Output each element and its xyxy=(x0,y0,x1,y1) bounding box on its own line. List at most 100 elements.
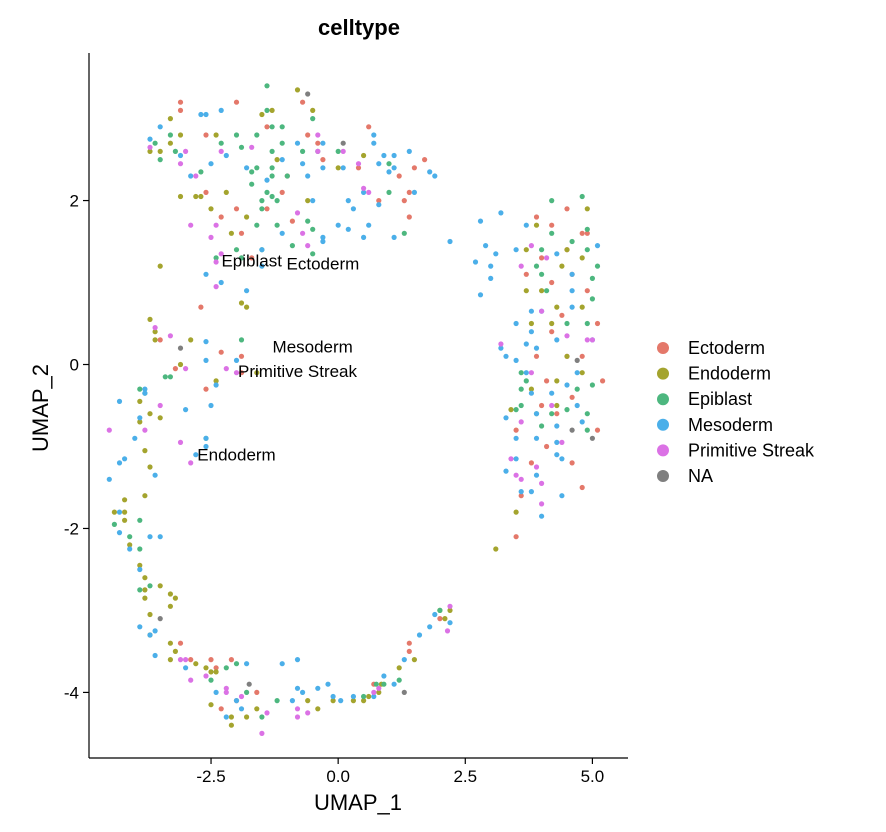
point-mesoderm-136 xyxy=(203,435,209,441)
point-mesoderm-130 xyxy=(116,398,123,404)
point-mesoderm-9 xyxy=(264,177,270,183)
cluster-label-mesoderm: Mesoderm xyxy=(273,338,353,357)
point-epiblast-80 xyxy=(584,226,590,232)
point-mesoderm-72 xyxy=(513,435,519,441)
point-endoderm-36 xyxy=(147,464,153,470)
point-primitive-streak-46 xyxy=(447,603,453,609)
point-endoderm-97 xyxy=(584,206,590,212)
point-endoderm-60 xyxy=(208,702,214,708)
point-endoderm-91 xyxy=(579,304,585,310)
point-primitive-streak-52 xyxy=(539,480,545,486)
point-primitive-streak-37 xyxy=(238,693,245,700)
point-primitive-streak-50 xyxy=(513,472,519,478)
point-primitive-streak-56 xyxy=(528,243,535,249)
point-mesoderm-7 xyxy=(223,152,229,159)
point-endoderm-93 xyxy=(564,247,570,253)
point-mesoderm-11 xyxy=(294,140,301,146)
point-ectoderm-16 xyxy=(422,157,428,163)
point-endoderm-64 xyxy=(254,706,260,712)
point-mesoderm-38 xyxy=(244,288,250,294)
point-endoderm-88 xyxy=(554,304,560,310)
point-endoderm-25 xyxy=(152,337,158,343)
point-ectoderm-33 xyxy=(238,353,245,359)
y-axis-ticks: -4 -2 0 2 xyxy=(64,192,89,702)
point-endoderm-69 xyxy=(366,693,372,700)
point-epiblast-88 xyxy=(518,370,524,376)
point-epiblast-58 xyxy=(361,693,367,700)
point-endoderm-45 xyxy=(142,587,148,593)
point-epiblast-63 xyxy=(513,407,519,413)
point-mesoderm-51 xyxy=(493,251,499,257)
point-ectoderm-63 xyxy=(513,534,519,540)
point-epiblast-89 xyxy=(539,247,545,253)
point-primitive-streak-24 xyxy=(223,366,229,372)
point-epiblast-26 xyxy=(274,198,280,204)
point-endoderm-15 xyxy=(198,193,204,200)
point-mesoderm-66 xyxy=(528,390,535,396)
point-mesoderm-67 xyxy=(533,411,540,417)
point-endoderm-85 xyxy=(564,353,570,359)
point-endoderm-74 xyxy=(411,657,417,663)
point-ectoderm-32 xyxy=(238,370,245,376)
point-mesoderm-122 xyxy=(137,624,143,630)
point-epiblast-53 xyxy=(208,677,214,683)
point-na-8 xyxy=(401,689,407,696)
point-primitive-streak-18 xyxy=(361,185,367,191)
point-mesoderm-69 xyxy=(574,402,580,409)
point-mesoderm-31 xyxy=(320,238,326,245)
point-epiblast-66 xyxy=(539,423,545,429)
point-primitive-streak-13 xyxy=(315,132,321,138)
point-mesoderm-37 xyxy=(259,247,265,253)
point-mesoderm-0 xyxy=(157,124,163,130)
point-mesoderm-113 xyxy=(279,661,285,667)
point-mesoderm-61 xyxy=(523,341,529,347)
point-epiblast-18 xyxy=(284,173,290,179)
point-mesoderm-18 xyxy=(371,140,377,146)
point-mesoderm-13 xyxy=(305,173,311,179)
point-mesoderm-87 xyxy=(579,419,585,425)
point-epiblast-24 xyxy=(254,222,260,228)
point-endoderm-2 xyxy=(167,140,173,146)
point-ectoderm-28 xyxy=(203,386,209,392)
point-epiblast-6 xyxy=(233,132,240,138)
point-epiblast-75 xyxy=(589,296,596,302)
point-mesoderm-46 xyxy=(391,234,397,240)
point-mesoderm-132 xyxy=(152,472,158,478)
point-primitive-streak-55 xyxy=(564,333,570,339)
point-epiblast-39 xyxy=(238,255,245,261)
point-epiblast-16 xyxy=(269,148,275,154)
point-endoderm-67 xyxy=(330,698,336,704)
point-ectoderm-18 xyxy=(376,198,382,204)
point-mesoderm-119 xyxy=(183,665,189,671)
point-epiblast-1 xyxy=(152,140,158,146)
point-mesoderm-49 xyxy=(477,218,484,224)
legend-label-ectoderm: Ectoderm xyxy=(688,338,765,358)
point-primitive-streak-2 xyxy=(177,161,184,167)
legend-label-endoderm: Endoderm xyxy=(688,364,771,384)
point-ectoderm-45 xyxy=(559,312,565,318)
point-mesoderm-116 xyxy=(223,714,229,720)
point-endoderm-38 xyxy=(122,497,128,503)
point-mesoderm-92 xyxy=(554,251,560,257)
point-ectoderm-75 xyxy=(188,657,194,663)
point-primitive-streak-7 xyxy=(208,234,214,240)
point-endoderm-70 xyxy=(361,698,367,704)
point-mesoderm-12 xyxy=(300,161,306,167)
point-endoderm-19 xyxy=(228,230,234,236)
point-endoderm-83 xyxy=(554,402,560,409)
point-endoderm-18 xyxy=(208,206,214,212)
point-mesoderm-71 xyxy=(533,435,540,441)
point-ectoderm-51 xyxy=(544,378,550,384)
point-primitive-streak-0 xyxy=(147,144,153,150)
point-mesoderm-74 xyxy=(503,415,509,421)
point-epiblast-54 xyxy=(244,689,250,696)
point-epiblast-10 xyxy=(269,165,275,171)
point-ectoderm-26 xyxy=(249,255,255,261)
point-mesoderm-23 xyxy=(406,148,412,154)
point-epiblast-62 xyxy=(437,607,443,614)
point-mesoderm-90 xyxy=(569,288,575,294)
point-endoderm-35 xyxy=(142,448,148,454)
point-mesoderm-64 xyxy=(498,345,504,351)
point-ectoderm-23 xyxy=(218,214,224,220)
point-endoderm-9 xyxy=(310,107,316,113)
